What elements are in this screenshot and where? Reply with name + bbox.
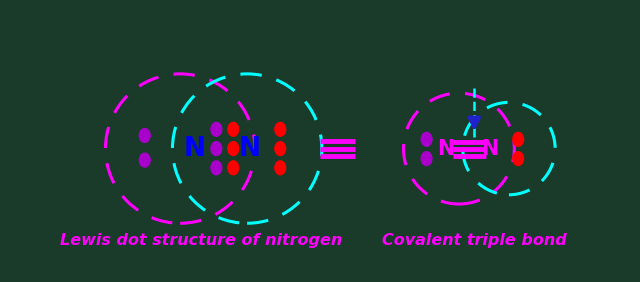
Ellipse shape bbox=[513, 133, 524, 146]
Ellipse shape bbox=[421, 133, 432, 146]
Ellipse shape bbox=[421, 152, 432, 166]
Text: Covalent triple bond: Covalent triple bond bbox=[382, 233, 566, 248]
Ellipse shape bbox=[228, 142, 239, 155]
Ellipse shape bbox=[228, 122, 239, 136]
Text: Lewis dot structure of nitrogen: Lewis dot structure of nitrogen bbox=[60, 233, 342, 248]
Text: N: N bbox=[481, 138, 499, 158]
Ellipse shape bbox=[228, 161, 239, 175]
Text: N: N bbox=[184, 136, 206, 162]
Text: N: N bbox=[437, 138, 454, 158]
Ellipse shape bbox=[211, 122, 221, 136]
Ellipse shape bbox=[211, 161, 221, 175]
Ellipse shape bbox=[211, 142, 221, 155]
Ellipse shape bbox=[275, 161, 285, 175]
Ellipse shape bbox=[140, 153, 150, 167]
Ellipse shape bbox=[140, 129, 150, 142]
Ellipse shape bbox=[275, 122, 285, 136]
Ellipse shape bbox=[275, 142, 285, 155]
Ellipse shape bbox=[513, 152, 524, 166]
Text: N: N bbox=[239, 136, 260, 162]
